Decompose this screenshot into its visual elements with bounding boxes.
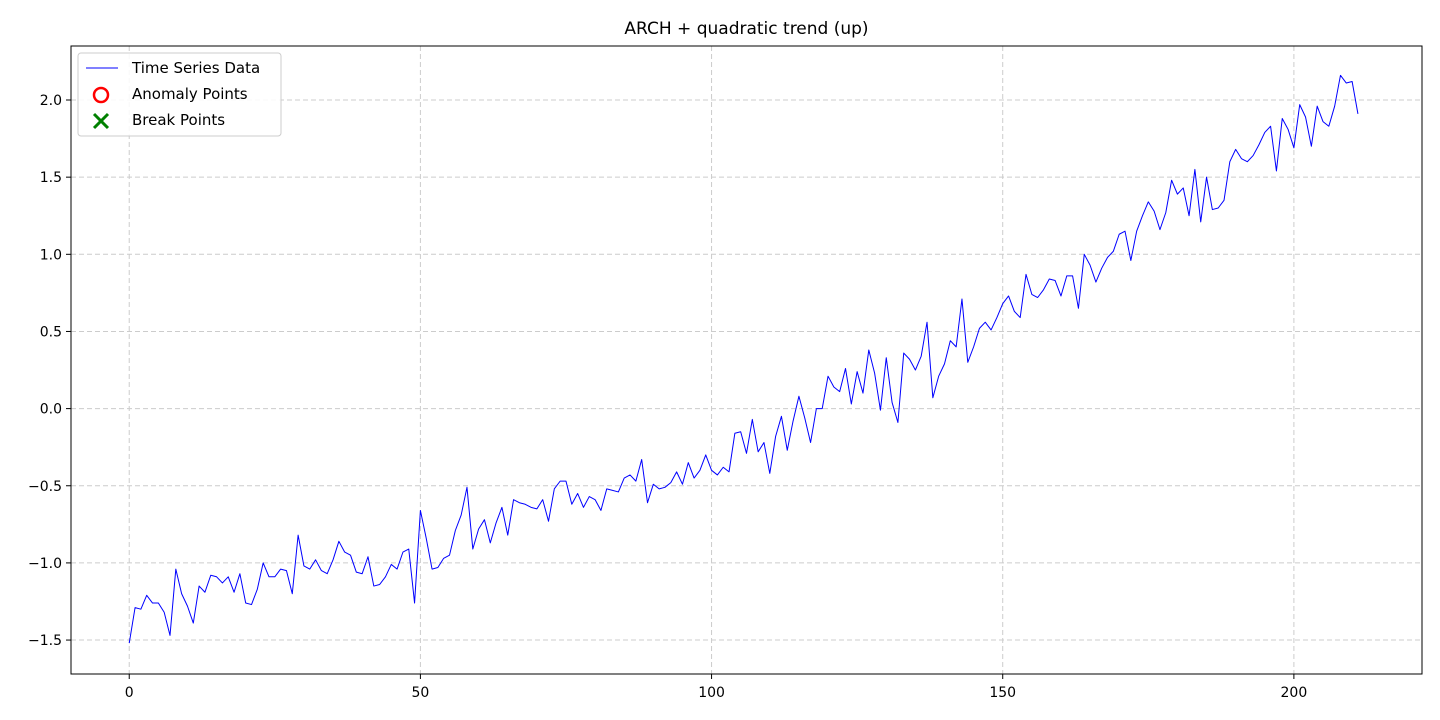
x-tick-label: 50 [411, 685, 429, 701]
grid-layer [71, 46, 1422, 674]
y-tick-label: 1.0 [40, 247, 62, 263]
y-tick-label: 0.5 [40, 324, 62, 340]
legend-circle-marker [92, 86, 110, 104]
legend-item-break: Break Points [92, 111, 225, 130]
y-tick-label: −1.0 [28, 556, 62, 572]
series-line-time-series [128, 74, 1359, 644]
legend-label-anomaly: Anomaly Points [132, 85, 248, 103]
x-tick-label: 150 [989, 685, 1016, 701]
legend-label-time-series: Time Series Data [131, 59, 260, 77]
y-tick-label: −0.5 [28, 479, 62, 495]
plot-frame [70, 45, 1423, 675]
y-tick-label: 1.5 [40, 170, 62, 186]
y-tick-label: 2.0 [40, 93, 62, 109]
chart-title: ARCH + quadratic trend (up) [624, 19, 868, 39]
legend-item-anomaly: Anomaly Points [92, 85, 248, 104]
y-tick-label: 0.0 [40, 402, 62, 418]
x-tick-label: 0 [125, 685, 134, 701]
legend: Time Series Data Anomaly Points Break Po… [77, 52, 282, 137]
plot-layer [128, 74, 1359, 644]
x-tick-label: 200 [1281, 685, 1308, 701]
y-tick-label: −1.5 [28, 633, 62, 649]
legend-frame [77, 52, 282, 137]
legend-x-marker [92, 112, 110, 130]
tick-layer: 0 50 100 150 200 −1.5 −1.0 −0.5 0.0 0.5 1.0 1.5 2.0 [28, 93, 1307, 701]
legend-item-time-series: Time Series Data [86, 59, 260, 77]
x-tick-label: 100 [698, 685, 725, 701]
legend-label-break: Break Points [132, 111, 225, 129]
